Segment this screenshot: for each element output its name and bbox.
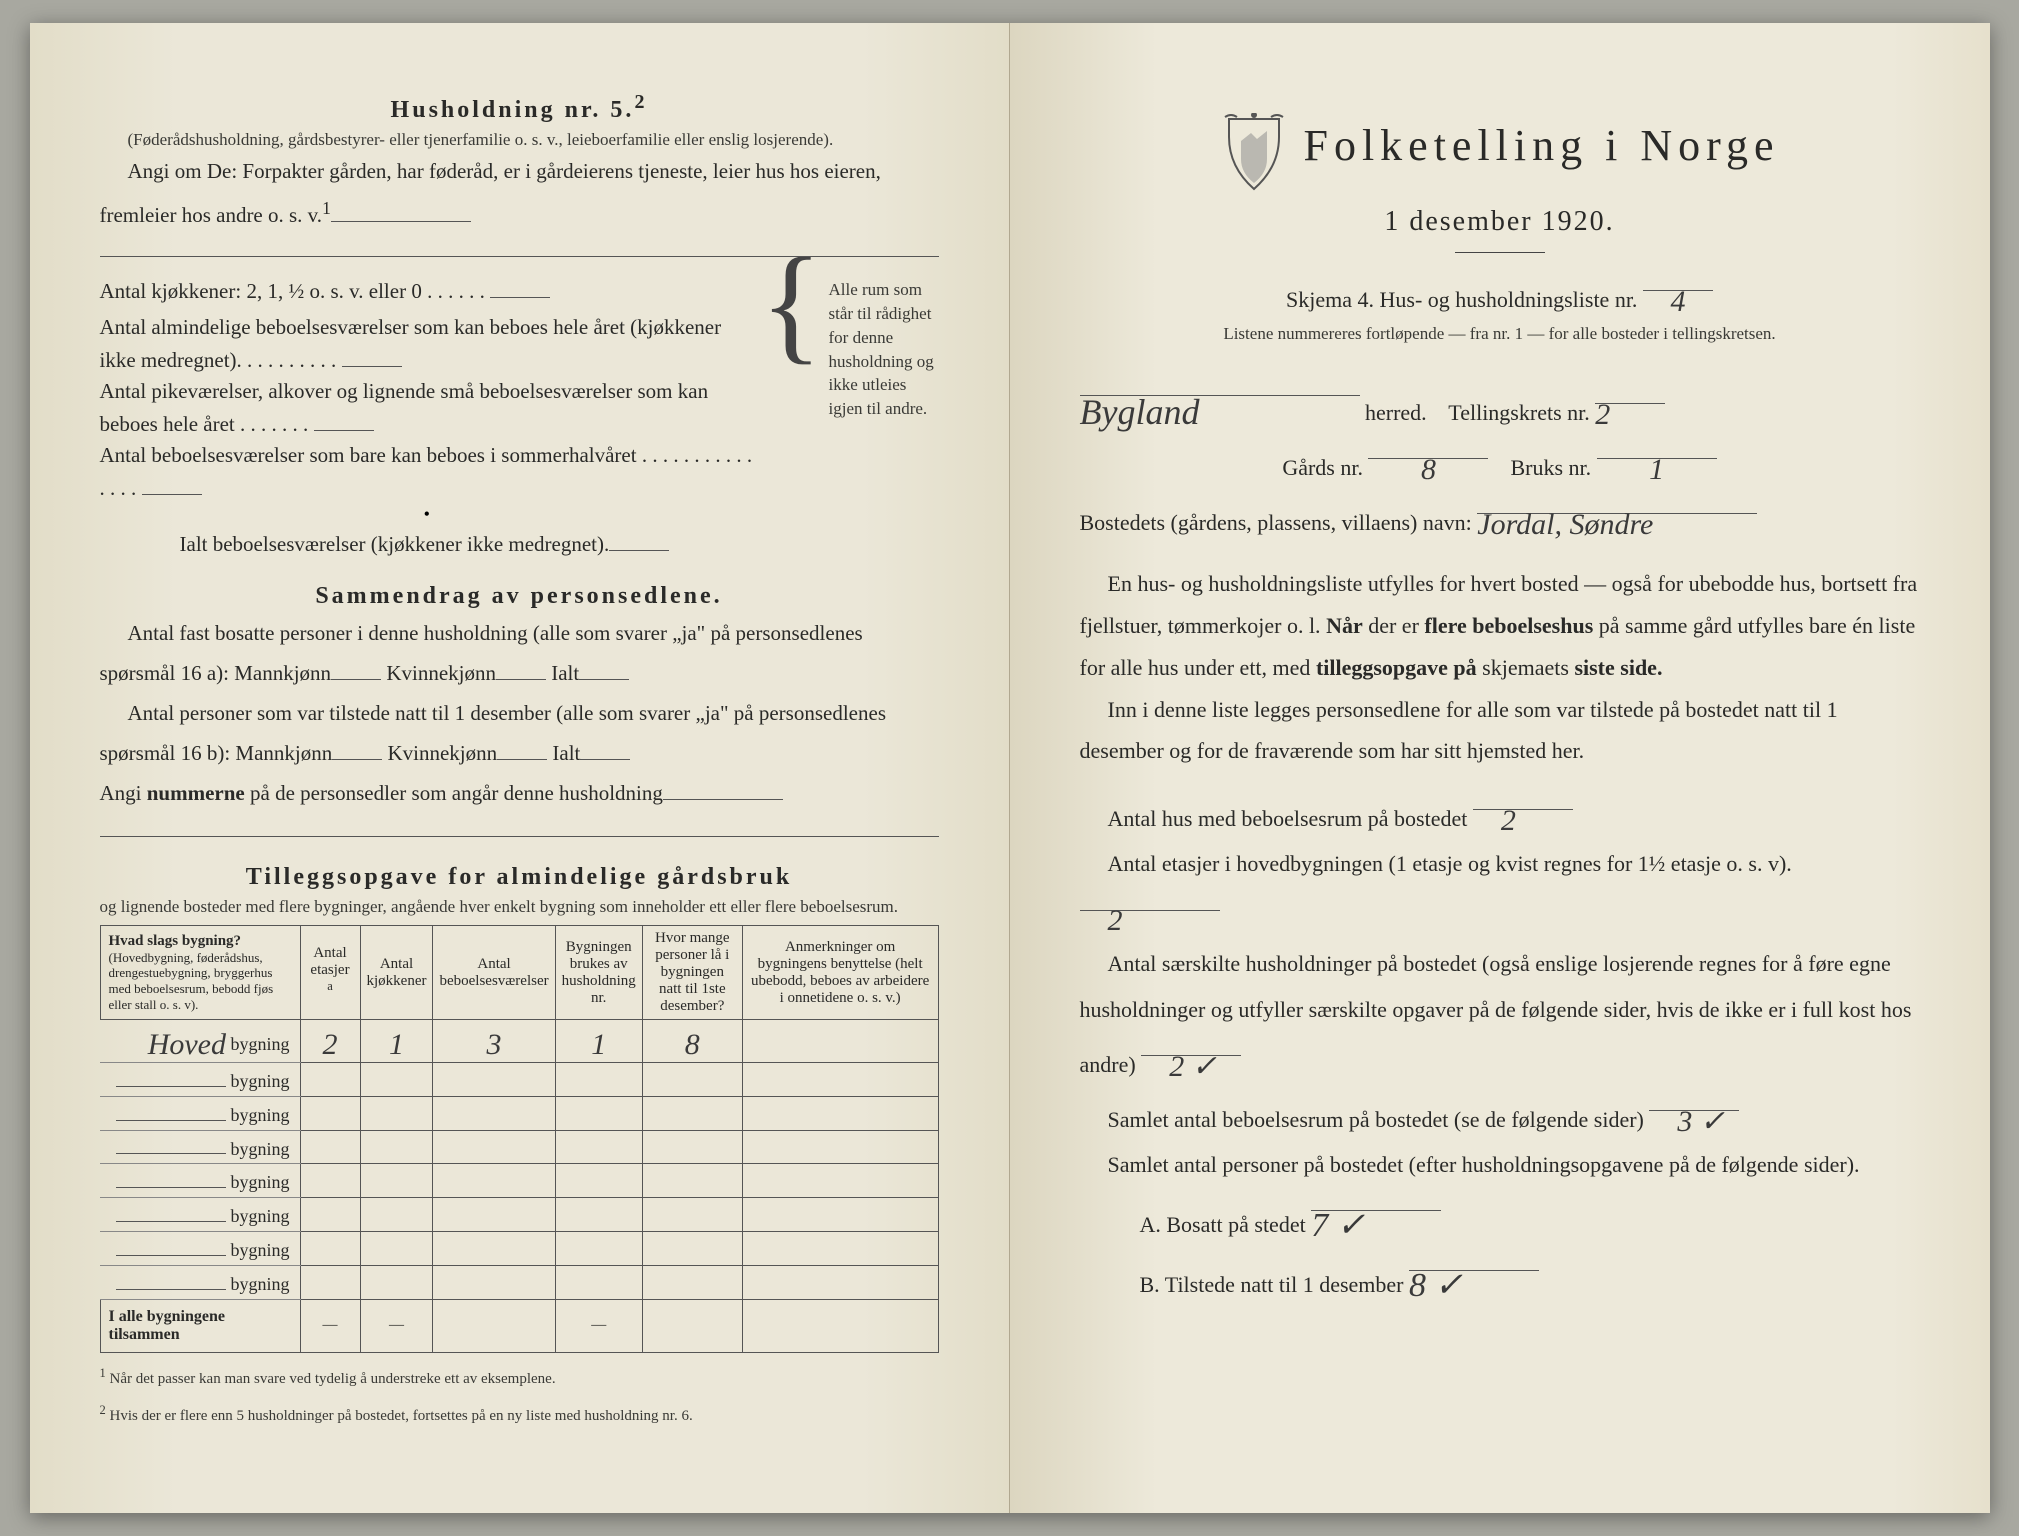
q1: Antal hus med beboelsesrum på bostedet 2	[1080, 786, 1920, 841]
maid-rooms: Antal pikeværelser, alkover og lignende …	[100, 376, 755, 440]
herred-val: Bygland	[1080, 392, 1200, 432]
herred-line: Bygland herred. Tellingskrets nr. 2	[1080, 372, 1920, 435]
q3-val: 2 ✓	[1169, 1050, 1217, 1083]
tillegg-sub: og lignende bosteder med flere bygninger…	[100, 895, 939, 919]
r1-floors: 2	[323, 1028, 338, 1061]
angi-om: Angi om De: Forpakter gården, har føderå…	[100, 152, 939, 236]
q4-val: 3 ✓	[1677, 1105, 1725, 1138]
bostedets-val: Jordal, Søndre	[1477, 508, 1653, 541]
tillegg-title: Tilleggsopgave for almindelige gårdsbruk	[100, 864, 939, 891]
qA: A. Bosatt på stedet 7 ✓	[1080, 1187, 1920, 1247]
table-row: bygning	[100, 1096, 938, 1130]
q4: Samlet antal beboelsesrum på bostedet (s…	[1080, 1087, 1920, 1142]
right-page: Folketelling i Norge 1 desember 1920. Sk…	[1010, 23, 1990, 1513]
sup-2: 2	[634, 91, 647, 113]
document-spread: Husholdning nr. 5.2 (Føderådshusholdning…	[30, 23, 1990, 1513]
paragraph-1: En hus- og husholdningsliste utfylles fo…	[1080, 563, 1920, 688]
qB: B. Tilstede natt til 1 desember 8 ✓	[1080, 1247, 1920, 1307]
footnote-1: 1 Når det passer kan man svare ved tydel…	[100, 1365, 939, 1390]
skjema-line: Skjema 4. Hus- og husholdningsliste nr. …	[1080, 267, 1920, 322]
qB-val: 8 ✓	[1409, 1267, 1463, 1304]
table-row: bygning	[100, 1063, 938, 1097]
th-floors: Antal etasjera	[300, 926, 360, 1020]
main-title: Folketelling i Norge	[1303, 121, 1779, 170]
th-household: Bygningen brukes av husholdning nr.	[555, 926, 642, 1020]
table-row: bygning	[100, 1265, 938, 1299]
q5: Samlet antal personer på bostedet (efter…	[1080, 1142, 1920, 1187]
table-row-total: I alle bygningene tilsammen ———	[100, 1299, 938, 1352]
total-rooms: Ialt beboelsesværelser (kjøkkener ikke m…	[100, 525, 755, 565]
kitchens-line: Antal kjøkkener: 2, 1, ½ o. s. v. eller …	[100, 272, 755, 312]
r1-kitchens: 1	[389, 1028, 404, 1061]
buildings-table: Hvad slags bygning? (Hovedbygning, føder…	[100, 925, 939, 1353]
th-persons: Hvor mange personer lå i bygningen natt …	[642, 926, 742, 1020]
th-type: Hvad slags bygning? (Hovedbygning, føder…	[100, 926, 300, 1020]
census-date: 1 desember 1920.	[1080, 206, 1920, 238]
left-page: Husholdning nr. 5.2 (Føderådshusholdning…	[30, 23, 1010, 1513]
listene-note: Listene nummereres fortløpende — fra nr.…	[1080, 322, 1920, 346]
summary-line-2: Antal personer som var tilstede natt til…	[100, 694, 939, 774]
bruks-val: 1	[1649, 453, 1664, 486]
sup-1: 1	[322, 198, 331, 218]
rooms-block: Antal kjøkkener: 2, 1, ½ o. s. v. eller …	[100, 272, 939, 565]
th-kitchens: Antal kjøkkener	[360, 926, 433, 1020]
gards-line: Gårds nr. 8 Bruks nr. 1	[1080, 435, 1920, 490]
q3: Antal særskilte husholdninger på bostede…	[1080, 941, 1920, 1086]
bostedets-line: Bostedets (gårdens, plassens, villaens) …	[1080, 490, 1920, 545]
brace-icon: {	[760, 272, 822, 337]
q2-val: 2	[1108, 904, 1123, 937]
summer-rooms: Antal beboelsesværelser som bare kan beb…	[100, 440, 755, 504]
r1-persons: 8	[685, 1028, 700, 1061]
divider	[1455, 252, 1545, 253]
summary-line-1: Antal fast bosatte personer i denne hush…	[100, 614, 939, 694]
table-row: Hoved bygning 2 1 3 1 8	[100, 1020, 938, 1063]
r1-hh: 1	[591, 1028, 606, 1061]
r1-rooms: 3	[487, 1028, 502, 1061]
household-paren: (Føderådshusholdning, gårdsbestyrer- ell…	[100, 128, 939, 152]
th-notes: Anmerkninger om bygningens benyttelse (h…	[742, 926, 938, 1020]
qA-val: 7 ✓	[1311, 1207, 1365, 1244]
tellkrets-val: 2	[1595, 398, 1610, 431]
rooms-year: Antal almindelige beboelsesværelser som …	[100, 312, 755, 376]
crest-icon	[1219, 113, 1289, 200]
table-row: bygning	[100, 1130, 938, 1164]
paragraph-2: Inn i denne liste legges personsedlene f…	[1080, 689, 1920, 773]
household-title: Husholdning nr. 5.2	[100, 91, 939, 124]
row1-type: Hoved	[148, 1028, 226, 1061]
gards-val: 8	[1421, 453, 1436, 486]
footnote-2: 2 Hvis der er flere enn 5 husholdninger …	[100, 1402, 939, 1427]
q1-val: 2	[1501, 804, 1516, 837]
table-row: bygning	[100, 1232, 938, 1266]
liste-nr: 4	[1670, 285, 1685, 318]
table-row: bygning	[100, 1164, 938, 1198]
brace-text: Alle rum som står til rådighet for denne…	[829, 272, 939, 421]
q2: Antal etasjer i hovedbygningen (1 etasje…	[1080, 841, 1920, 941]
table-row: bygning	[100, 1198, 938, 1232]
angi-numbers: Angi nummerne på de personsedler som ang…	[100, 774, 939, 814]
summary-title: Sammendrag av personsedlene.	[100, 583, 939, 610]
th-rooms: Antal beboelsesværelser	[433, 926, 555, 1020]
